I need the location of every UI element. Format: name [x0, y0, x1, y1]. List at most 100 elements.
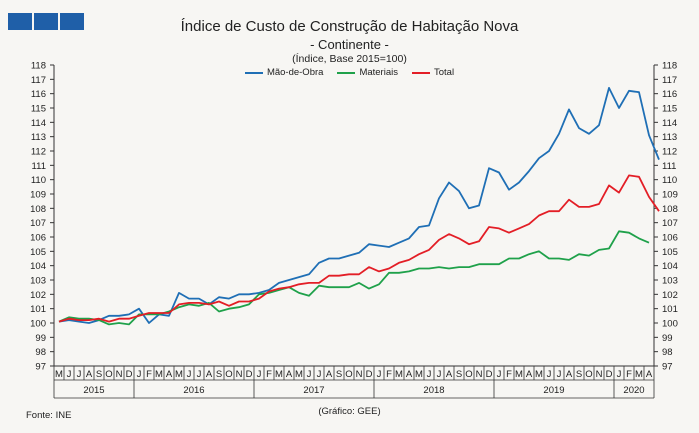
month-label: J [67, 369, 72, 380]
month-label: D [486, 369, 493, 380]
month-label: O [225, 369, 232, 380]
month-label: A [646, 369, 653, 380]
month-label: O [345, 369, 352, 380]
month-label: M [295, 369, 303, 380]
month-label: A [86, 369, 93, 380]
y-tick-label-right: 114 [662, 118, 677, 129]
y-tick-label-left: 103 [30, 276, 46, 287]
y-tick-label-left: 114 [31, 118, 46, 129]
year-label: 2016 [183, 385, 204, 396]
y-tick-label-right: 108 [662, 204, 678, 215]
y-tick-label-right: 117 [662, 75, 677, 86]
month-label: M [535, 369, 543, 380]
y-tick-label-left: 108 [30, 204, 46, 215]
month-label: N [356, 369, 363, 380]
month-label: M [515, 369, 523, 380]
month-label: D [606, 369, 613, 380]
month-label: A [206, 369, 213, 380]
year-label: 2018 [423, 385, 444, 396]
legend-label: Total [433, 67, 455, 78]
month-label: M [155, 369, 163, 380]
month-label: M [415, 369, 423, 380]
logo-square [60, 13, 84, 30]
legend-item-materiais: Materiais [337, 67, 398, 78]
month-label: A [446, 369, 453, 380]
y-tick-label-left: 110 [31, 175, 46, 186]
legend-swatch [337, 71, 356, 74]
chart-note: (Índice, Base 2015=100) [292, 53, 407, 65]
y-tick-label-left: 109 [30, 190, 46, 201]
month-label: O [465, 369, 472, 380]
month-label: F [506, 369, 512, 380]
y-tick-label-left: 105 [30, 247, 46, 258]
month-label: J [187, 369, 192, 380]
y-tick-label-right: 116 [662, 89, 677, 100]
month-label: J [437, 369, 442, 380]
y-tick-label-right: 99 [662, 333, 673, 344]
month-label: O [105, 369, 112, 380]
month-label: A [286, 369, 293, 380]
y-tick-label-left: 97 [35, 362, 46, 373]
y-tick-label-right: 104 [662, 261, 678, 272]
month-label: F [266, 369, 272, 380]
month-label: J [617, 369, 622, 380]
y-tick-label-left: 106 [30, 233, 46, 244]
year-label: 2020 [623, 385, 644, 396]
series-line-materiais [58, 230, 650, 326]
month-label: M [275, 369, 283, 380]
y-tick-label-right: 106 [662, 233, 678, 244]
month-label: N [476, 369, 483, 380]
month-label: N [596, 369, 603, 380]
y-tick-label-left: 116 [31, 89, 46, 100]
month-label: M [55, 369, 63, 380]
y-tick-label-right: 111 [662, 161, 676, 172]
y-tick-label-right: 103 [662, 276, 678, 287]
legend-swatch [244, 71, 263, 74]
chart-subtitle: - Continente - [310, 37, 389, 52]
month-label: A [526, 369, 533, 380]
y-tick-label-right: 97 [662, 362, 673, 373]
month-label: D [366, 369, 373, 380]
logo-square [8, 13, 32, 30]
month-label: F [626, 369, 632, 380]
y-tick-label-left: 113 [31, 132, 46, 143]
y-tick-label-right: 112 [662, 147, 677, 158]
month-label: M [175, 369, 183, 380]
y-tick-label-right: 107 [662, 218, 678, 229]
month-label: N [116, 369, 123, 380]
y-tick-label-left: 111 [32, 161, 46, 172]
logo [8, 13, 84, 30]
month-label: J [257, 369, 262, 380]
month-label: M [395, 369, 403, 380]
month-label: O [585, 369, 592, 380]
month-label: J [557, 369, 562, 380]
month-label: S [216, 369, 222, 380]
y-tick-label-left: 107 [30, 218, 46, 229]
month-label: J [547, 369, 552, 380]
source-note: Fonte: INE [26, 410, 72, 421]
y-tick-label-right: 113 [662, 132, 677, 143]
y-tick-label-left: 101 [30, 304, 46, 315]
month-label: J [317, 369, 322, 380]
y-tick-label-left: 100 [30, 319, 46, 330]
y-tick-label-left: 104 [30, 261, 46, 272]
month-label: S [456, 369, 462, 380]
month-label: D [126, 369, 133, 380]
y-tick-label-right: 110 [662, 175, 677, 186]
month-label: J [77, 369, 82, 380]
month-label: J [197, 369, 202, 380]
series-line-total [58, 174, 660, 323]
y-tick-label-left: 112 [31, 147, 46, 158]
legend-swatch [411, 71, 430, 74]
month-label: M [635, 369, 643, 380]
legend-label: Materiais [359, 67, 398, 78]
month-label: F [146, 369, 152, 380]
year-label: 2017 [303, 385, 324, 396]
month-label: J [377, 369, 382, 380]
logo-square [34, 13, 58, 30]
year-label: 2019 [543, 385, 564, 396]
month-label: A [566, 369, 573, 380]
y-tick-label-right: 109 [662, 190, 678, 201]
